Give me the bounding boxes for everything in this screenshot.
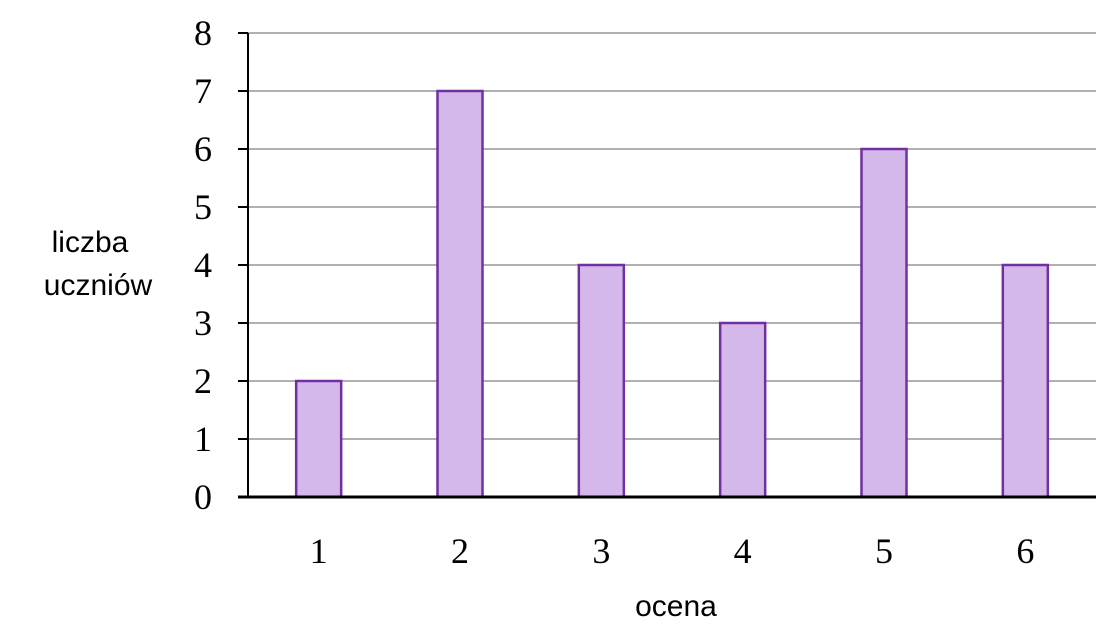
x-tick-label: 6 (1016, 531, 1034, 571)
x-tick-label: 5 (875, 531, 893, 571)
y-tick-label: 2 (194, 361, 212, 401)
y-axis-label-line-2: uczniów (44, 269, 153, 302)
y-tick-label: 1 (194, 419, 212, 459)
y-tick-label: 0 (194, 477, 212, 517)
y-tick-label: 6 (194, 129, 212, 169)
bar-4 (718, 321, 767, 499)
bars (294, 89, 1050, 499)
y-axis-label-line-1: liczba (52, 226, 129, 259)
y-tick-labels: 0 1 2 3 4 5 6 7 8 (194, 13, 212, 517)
bar-1 (294, 379, 343, 499)
y-tick-label: 4 (194, 245, 212, 285)
x-tick-label: 1 (310, 531, 328, 571)
axes (238, 32, 1096, 499)
gridlines (248, 32, 1096, 440)
x-tick-labels: 1 2 3 4 5 6 (310, 531, 1035, 571)
y-tick-label: 8 (194, 13, 212, 53)
y-tick-label: 5 (194, 187, 212, 227)
bar-6 (1001, 263, 1050, 499)
y-tick-label: 3 (194, 303, 212, 343)
bar-5 (860, 147, 908, 499)
y-tick-label: 7 (194, 71, 212, 111)
x-axis-label: ocena (635, 590, 717, 623)
x-tick-label: 4 (734, 531, 752, 571)
x-tick-label: 2 (451, 531, 469, 571)
bar-2 (436, 89, 484, 499)
bar-3 (577, 263, 626, 499)
x-tick-label: 3 (592, 531, 610, 571)
